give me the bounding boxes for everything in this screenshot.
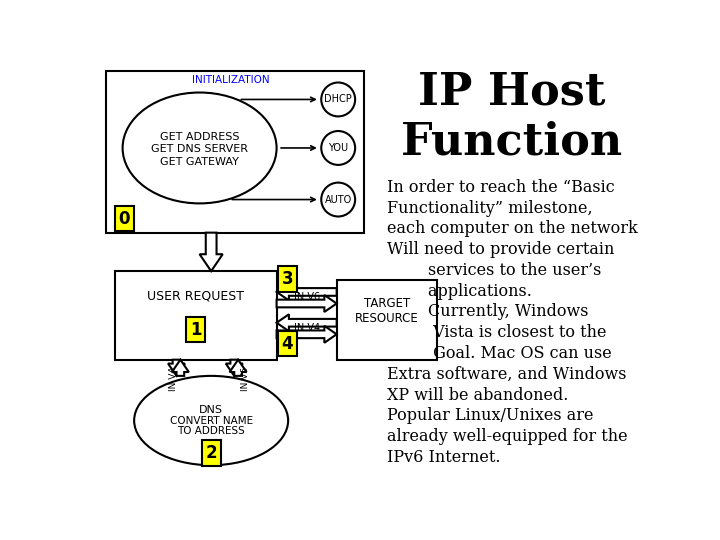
Polygon shape: [230, 360, 246, 376]
Bar: [115, 271, 276, 360]
Ellipse shape: [122, 92, 276, 204]
Circle shape: [321, 131, 355, 165]
Text: IPv6 Internet.: IPv6 Internet.: [387, 449, 500, 466]
Text: Currently, Windows: Currently, Windows: [387, 303, 588, 321]
Text: GET DNS SERVER: GET DNS SERVER: [151, 145, 248, 154]
Bar: [106, 71, 364, 233]
Text: 0: 0: [118, 210, 130, 228]
Polygon shape: [276, 326, 337, 343]
Circle shape: [321, 183, 355, 217]
Text: IN V6: IN V6: [240, 367, 250, 392]
Polygon shape: [168, 360, 185, 376]
Text: AUTO: AUTO: [325, 194, 352, 205]
Text: YOU: YOU: [328, 143, 348, 153]
Text: GET ADDRESS: GET ADDRESS: [160, 132, 239, 142]
Polygon shape: [276, 314, 337, 331]
Text: IN V4: IN V4: [294, 323, 320, 333]
Text: USER REQUEST: USER REQUEST: [148, 289, 244, 302]
Text: DHCP: DHCP: [324, 94, 352, 104]
Text: applications.: applications.: [387, 283, 531, 300]
Text: 4: 4: [282, 335, 293, 353]
Text: TARGET
RESOURCE: TARGET RESOURCE: [355, 297, 418, 325]
Text: 2: 2: [205, 444, 217, 462]
Polygon shape: [276, 295, 337, 312]
Polygon shape: [172, 360, 189, 376]
Text: In order to reach the “Basic: In order to reach the “Basic: [387, 179, 614, 196]
Text: Will need to provide certain: Will need to provide certain: [387, 241, 614, 258]
Polygon shape: [276, 284, 337, 300]
Text: 1: 1: [190, 321, 202, 339]
Text: already well-equipped for the: already well-equipped for the: [387, 428, 627, 446]
Text: services to the user’s: services to the user’s: [387, 262, 601, 279]
Text: 3: 3: [282, 270, 293, 288]
Text: Popular Linux/Unixes are: Popular Linux/Unixes are: [387, 408, 593, 424]
Text: Goal. Mac OS can use: Goal. Mac OS can use: [387, 345, 611, 362]
Text: CONVERT NAME: CONVERT NAME: [170, 416, 253, 426]
Polygon shape: [226, 360, 243, 376]
Text: IP Host
Function: IP Host Function: [400, 71, 623, 164]
Text: GET GATEWAY: GET GATEWAY: [160, 157, 239, 167]
Text: XP will be abandoned.: XP will be abandoned.: [387, 387, 568, 404]
Text: IN V6: IN V6: [294, 292, 320, 302]
Text: INITIALIZATION: INITIALIZATION: [192, 75, 269, 85]
Text: IN V4: IN V4: [169, 367, 178, 392]
Text: DNS: DNS: [199, 405, 223, 415]
Text: each computer on the network: each computer on the network: [387, 220, 637, 238]
Bar: [337, 280, 437, 360]
Polygon shape: [199, 233, 222, 271]
Text: TO ADDRESS: TO ADDRESS: [177, 426, 245, 436]
Text: Vista is closest to the: Vista is closest to the: [387, 325, 606, 341]
Text: Extra software, and Windows: Extra software, and Windows: [387, 366, 626, 383]
Ellipse shape: [134, 376, 288, 465]
Text: Functionality” milestone,: Functionality” milestone,: [387, 200, 593, 217]
Circle shape: [321, 83, 355, 117]
